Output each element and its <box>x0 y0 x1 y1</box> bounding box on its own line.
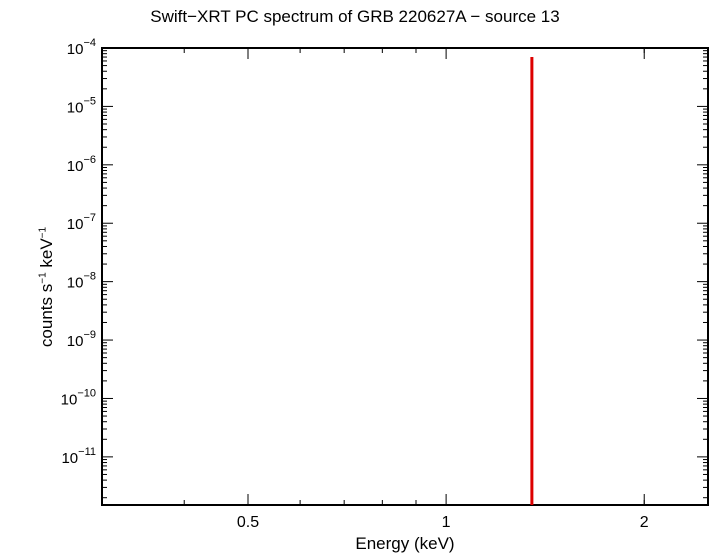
y-tick-label: 10−8 <box>67 271 96 292</box>
y-tick-label: 10−9 <box>67 329 96 350</box>
y-axis-label: counts s−1 keV−1 <box>37 226 56 348</box>
y-tick-label: 10−6 <box>67 154 96 175</box>
y-tick-label: 10−11 <box>61 446 96 467</box>
y-tick-label: 10−5 <box>67 95 96 116</box>
chart-title: Swift−XRT PC spectrum of GRB 220627A − s… <box>150 7 560 26</box>
x-tick-label: 1 <box>442 514 451 531</box>
x-tick-label: 0.5 <box>237 514 259 531</box>
x-axis-label: Energy (keV) <box>355 534 455 553</box>
x-tick-label: 2 <box>640 514 649 531</box>
y-tick-label: 10−7 <box>67 212 96 233</box>
y-tick-label: 10−10 <box>61 387 96 408</box>
plot-frame <box>101 47 709 506</box>
y-tick-label: 10−4 <box>67 37 96 58</box>
